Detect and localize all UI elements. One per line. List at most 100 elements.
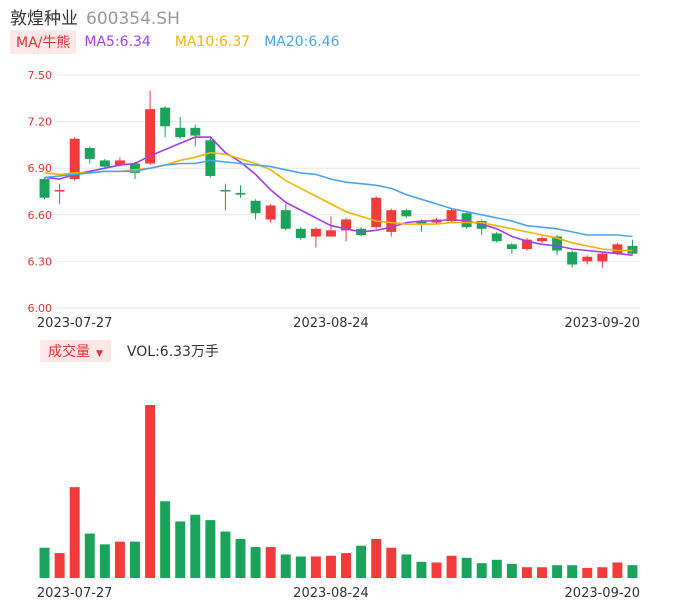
ma20-value: MA20:6.46 xyxy=(264,34,340,50)
volume-bar xyxy=(356,545,367,578)
volume-bar xyxy=(220,531,231,578)
stock-header: 敦煌种业 600354.SH xyxy=(10,4,180,29)
volume-bar xyxy=(39,547,50,578)
candle-body xyxy=(250,200,261,214)
candle-body xyxy=(39,179,50,198)
ma-selector-button[interactable]: MA/牛熊 xyxy=(10,30,77,54)
volume-bar xyxy=(401,554,412,578)
candle-body xyxy=(84,148,95,159)
x-tick-label: 2023-07-27 xyxy=(37,316,113,331)
volume-bar xyxy=(54,553,65,578)
volume-bar xyxy=(567,565,578,578)
candle-body xyxy=(446,210,457,222)
volume-bar xyxy=(280,554,291,578)
y-tick-label: 6.60 xyxy=(28,209,53,222)
y-tick-label: 6.00 xyxy=(28,302,53,315)
volume-bar xyxy=(130,541,140,578)
candle-body xyxy=(325,230,336,237)
candle-body xyxy=(506,244,517,249)
x-tick-label: 2023-08-24 xyxy=(293,586,369,601)
y-tick-label: 7.50 xyxy=(28,69,53,82)
volume-bar xyxy=(84,533,95,578)
candle-body xyxy=(612,244,623,254)
x-tick-label: 2023-08-24 xyxy=(293,316,369,331)
candle-body xyxy=(491,233,502,242)
x-tick-label: 2023-07-27 xyxy=(37,586,113,601)
candle-body xyxy=(552,236,563,251)
y-tick-label: 7.20 xyxy=(28,116,53,129)
candle-body xyxy=(582,256,593,262)
candle-body xyxy=(220,189,231,192)
volume-bar xyxy=(627,565,638,578)
candle-body xyxy=(54,189,65,192)
volume-bar xyxy=(521,567,532,578)
volume-bar xyxy=(325,555,336,578)
volume-bar xyxy=(190,514,201,578)
ma-legend: MA/牛熊 MA5:6.34 MA10:6.37 MA20:6.46 xyxy=(10,30,340,54)
candle-body xyxy=(401,210,412,217)
volume-bar xyxy=(386,547,397,578)
volume-indicator-selector[interactable]: 成交量 ▼ xyxy=(40,340,111,362)
volume-bar xyxy=(371,538,382,578)
volume-bar xyxy=(295,556,306,578)
volume-bar xyxy=(69,487,80,578)
volume-legend: 成交量 ▼ VOL:6.33万手 xyxy=(40,340,219,362)
volume-bar xyxy=(446,555,457,578)
x-tick-label: 2023-09-20 xyxy=(565,316,641,331)
candle-body xyxy=(205,140,216,176)
dropdown-arrow-icon: ▼ xyxy=(96,349,103,359)
volume-value: VOL:6.33万手 xyxy=(126,344,219,360)
candle-body xyxy=(386,210,397,232)
candle-body xyxy=(190,127,201,136)
candle-body xyxy=(597,253,608,262)
ma5-line xyxy=(44,136,633,256)
volume-bar xyxy=(175,521,186,578)
volume-bar xyxy=(250,547,261,578)
candle-body xyxy=(145,109,156,164)
candle-body xyxy=(280,210,291,229)
volume-label: 成交量 xyxy=(48,344,90,360)
ma5-value: MA5:6.34 xyxy=(84,34,151,50)
volume-bar xyxy=(431,562,442,578)
volume-bar xyxy=(597,567,608,578)
candle-body xyxy=(114,160,125,166)
candle-body xyxy=(69,138,80,180)
volume-bar xyxy=(265,547,276,578)
candle-body xyxy=(310,228,321,237)
candle-body xyxy=(537,238,547,242)
candle-body xyxy=(341,219,352,231)
volume-bar xyxy=(341,553,352,578)
candle-body xyxy=(160,107,171,127)
volume-bar xyxy=(205,520,216,578)
volume-bar xyxy=(582,567,593,578)
volume-bar xyxy=(145,405,156,578)
candle-body xyxy=(130,163,140,173)
volume-bar xyxy=(160,501,171,578)
volume-bar xyxy=(506,563,517,578)
candle-body xyxy=(235,193,246,195)
ma20-line xyxy=(44,159,633,238)
volume-bar xyxy=(310,556,321,578)
stock-code: 600354.SH xyxy=(86,9,180,29)
volume-bar xyxy=(235,538,246,578)
x-tick-label: 2023-09-20 xyxy=(565,586,641,601)
volume-bar xyxy=(537,567,547,578)
volume-bar xyxy=(461,557,472,578)
candle-body xyxy=(567,252,578,265)
y-tick-label: 6.90 xyxy=(28,162,53,175)
volume-bar xyxy=(612,562,623,578)
candle-body xyxy=(521,239,532,249)
volume-bar xyxy=(114,541,125,578)
ma10-value: MA10:6.37 xyxy=(174,34,251,50)
volume-bar xyxy=(552,565,563,578)
candle-body xyxy=(175,127,186,138)
candle-body xyxy=(99,160,110,167)
candle-body xyxy=(416,221,427,225)
volume-bar xyxy=(476,563,487,578)
volume-bar xyxy=(99,544,110,578)
y-tick-label: 6.30 xyxy=(28,255,53,268)
candle-body xyxy=(295,228,306,239)
volume-bar xyxy=(491,559,502,578)
candle-body xyxy=(371,197,382,228)
stock-name: 敦煌种业 xyxy=(10,9,78,29)
